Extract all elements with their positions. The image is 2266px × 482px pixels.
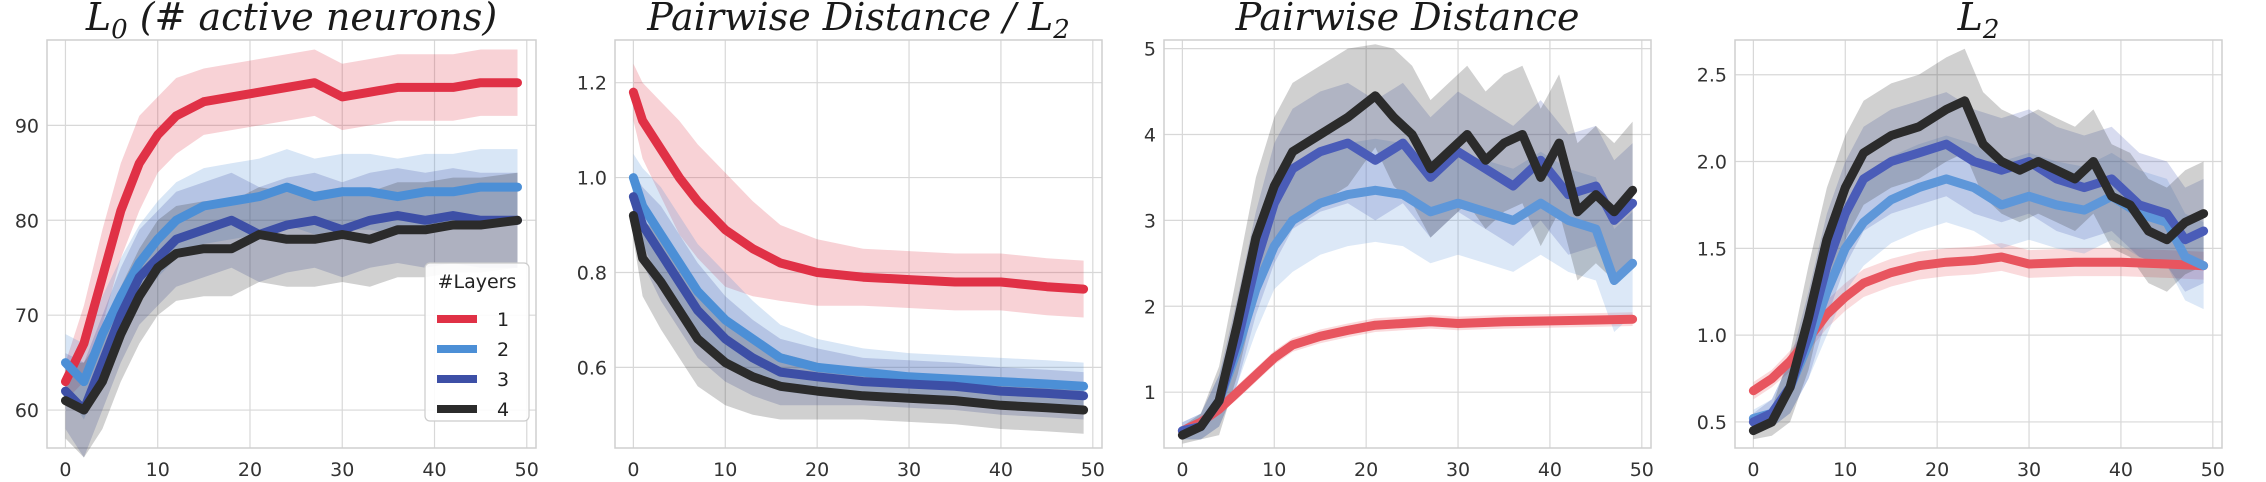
x-tick-label: 20	[238, 459, 262, 481]
panel-l2: 0 10 20 30 40 50 0.5 1.0 1.5 2.0 2.5 L2	[1697, 0, 2225, 481]
x-tick-label: 50	[1081, 459, 1105, 481]
y-tick-label: 2	[1144, 296, 1156, 318]
x-tick-label: 10	[1833, 459, 1857, 481]
y-tick-label: 70	[15, 305, 39, 327]
x-tick-label: 40	[989, 459, 1013, 481]
series-1-band	[633, 63, 1084, 318]
series-2-band	[633, 153, 1084, 410]
series-1-band	[65, 49, 518, 401]
x-tick-label: 0	[59, 459, 71, 481]
y-tick-label: 2.0	[1697, 152, 1727, 174]
series-1-line	[1177, 314, 1638, 436]
x-tick-label: 10	[713, 459, 737, 481]
x-tick-label: 10	[146, 459, 170, 481]
legend-label-2: 2	[497, 339, 509, 361]
series-4-band	[65, 172, 518, 458]
y-tick-label: 1.5	[1697, 238, 1727, 260]
x-tick-label: 30	[2017, 459, 2041, 481]
plot-frame	[1734, 39, 2223, 449]
plot-frame	[1163, 39, 1652, 449]
series-1-line	[61, 78, 522, 387]
y-tick-label: 0.6	[577, 357, 607, 379]
series-4-line	[1748, 96, 2209, 436]
y-tick-label: 80	[15, 210, 39, 232]
y-tick-label: 1	[1144, 382, 1156, 404]
x-tick-label: 30	[330, 459, 354, 481]
panel-l0: 0 10 20 30 40 50 60 70 80 90 L0 (# active neurons)	[15, 0, 539, 481]
x-tick-label: 20	[1925, 459, 1949, 481]
y-tick-label: 0.8	[577, 262, 607, 284]
legend-label-3: 3	[497, 369, 509, 391]
series-4-line	[61, 215, 522, 415]
panel-pairwise-distance: 0 10 20 30 40 50 1 2 3 4 5 Pairwise Distance	[1144, 0, 1654, 481]
y-tick-label: 1.2	[577, 73, 607, 95]
series-2-line	[628, 173, 1089, 391]
series-2-line	[61, 182, 522, 387]
y-tick-label: 5	[1144, 39, 1156, 61]
y-tick-label: 0.5	[1697, 412, 1727, 434]
x-tick-label: 20	[1354, 459, 1378, 481]
x-tick-label: 0	[627, 459, 639, 481]
y-tick-label: 4	[1144, 124, 1156, 146]
x-tick-label: 30	[1446, 459, 1470, 481]
x-tick-label: 50	[515, 459, 539, 481]
plot-frame	[46, 39, 537, 449]
x-tick-label: 50	[1630, 459, 1654, 481]
y-tick-label: 90	[15, 115, 39, 137]
legend: #Layers 1 2 3 4	[424, 262, 530, 422]
x-tick-label: 20	[805, 459, 829, 481]
x-tick-label: 0	[1176, 459, 1188, 481]
panel-title: Pairwise Distance / L2	[646, 0, 1070, 45]
series-4-band	[1182, 44, 1633, 444]
series-4-line	[1177, 91, 1638, 440]
legend-label-1: 1	[497, 309, 509, 331]
x-tick-label: 30	[897, 459, 921, 481]
x-tick-label: 50	[2201, 459, 2225, 481]
x-tick-label: 10	[1262, 459, 1286, 481]
x-tick-label: 40	[2109, 459, 2133, 481]
y-tick-label: 60	[15, 400, 39, 422]
plot-frame	[614, 39, 1103, 449]
y-tick-label: 1.0	[577, 168, 607, 190]
legend-title: #Layers	[438, 271, 517, 293]
series-4-band	[1753, 48, 2204, 440]
x-tick-label: 40	[422, 459, 446, 481]
panel-title: Pairwise Distance	[1235, 0, 1580, 39]
series-3-line	[628, 192, 1089, 401]
x-tick-label: 40	[1538, 459, 1562, 481]
series-4-line	[628, 211, 1089, 415]
panel-title: L2	[1957, 0, 2000, 45]
y-tick-label: 2.5	[1697, 65, 1727, 87]
x-tick-label: 0	[1747, 459, 1759, 481]
series-1-line	[628, 87, 1089, 294]
y-tick-label: 1.0	[1697, 325, 1727, 347]
y-tick-label: 3	[1144, 210, 1156, 232]
panel-title: L0 (# active neurons)	[85, 0, 497, 45]
panel-pairwise-distance-over-l2: 0 10 20 30 40 50 0.6 0.8 1.0 1.2 Pairwise Distance…	[577, 0, 1105, 481]
legend-label-4: 4	[497, 399, 509, 421]
